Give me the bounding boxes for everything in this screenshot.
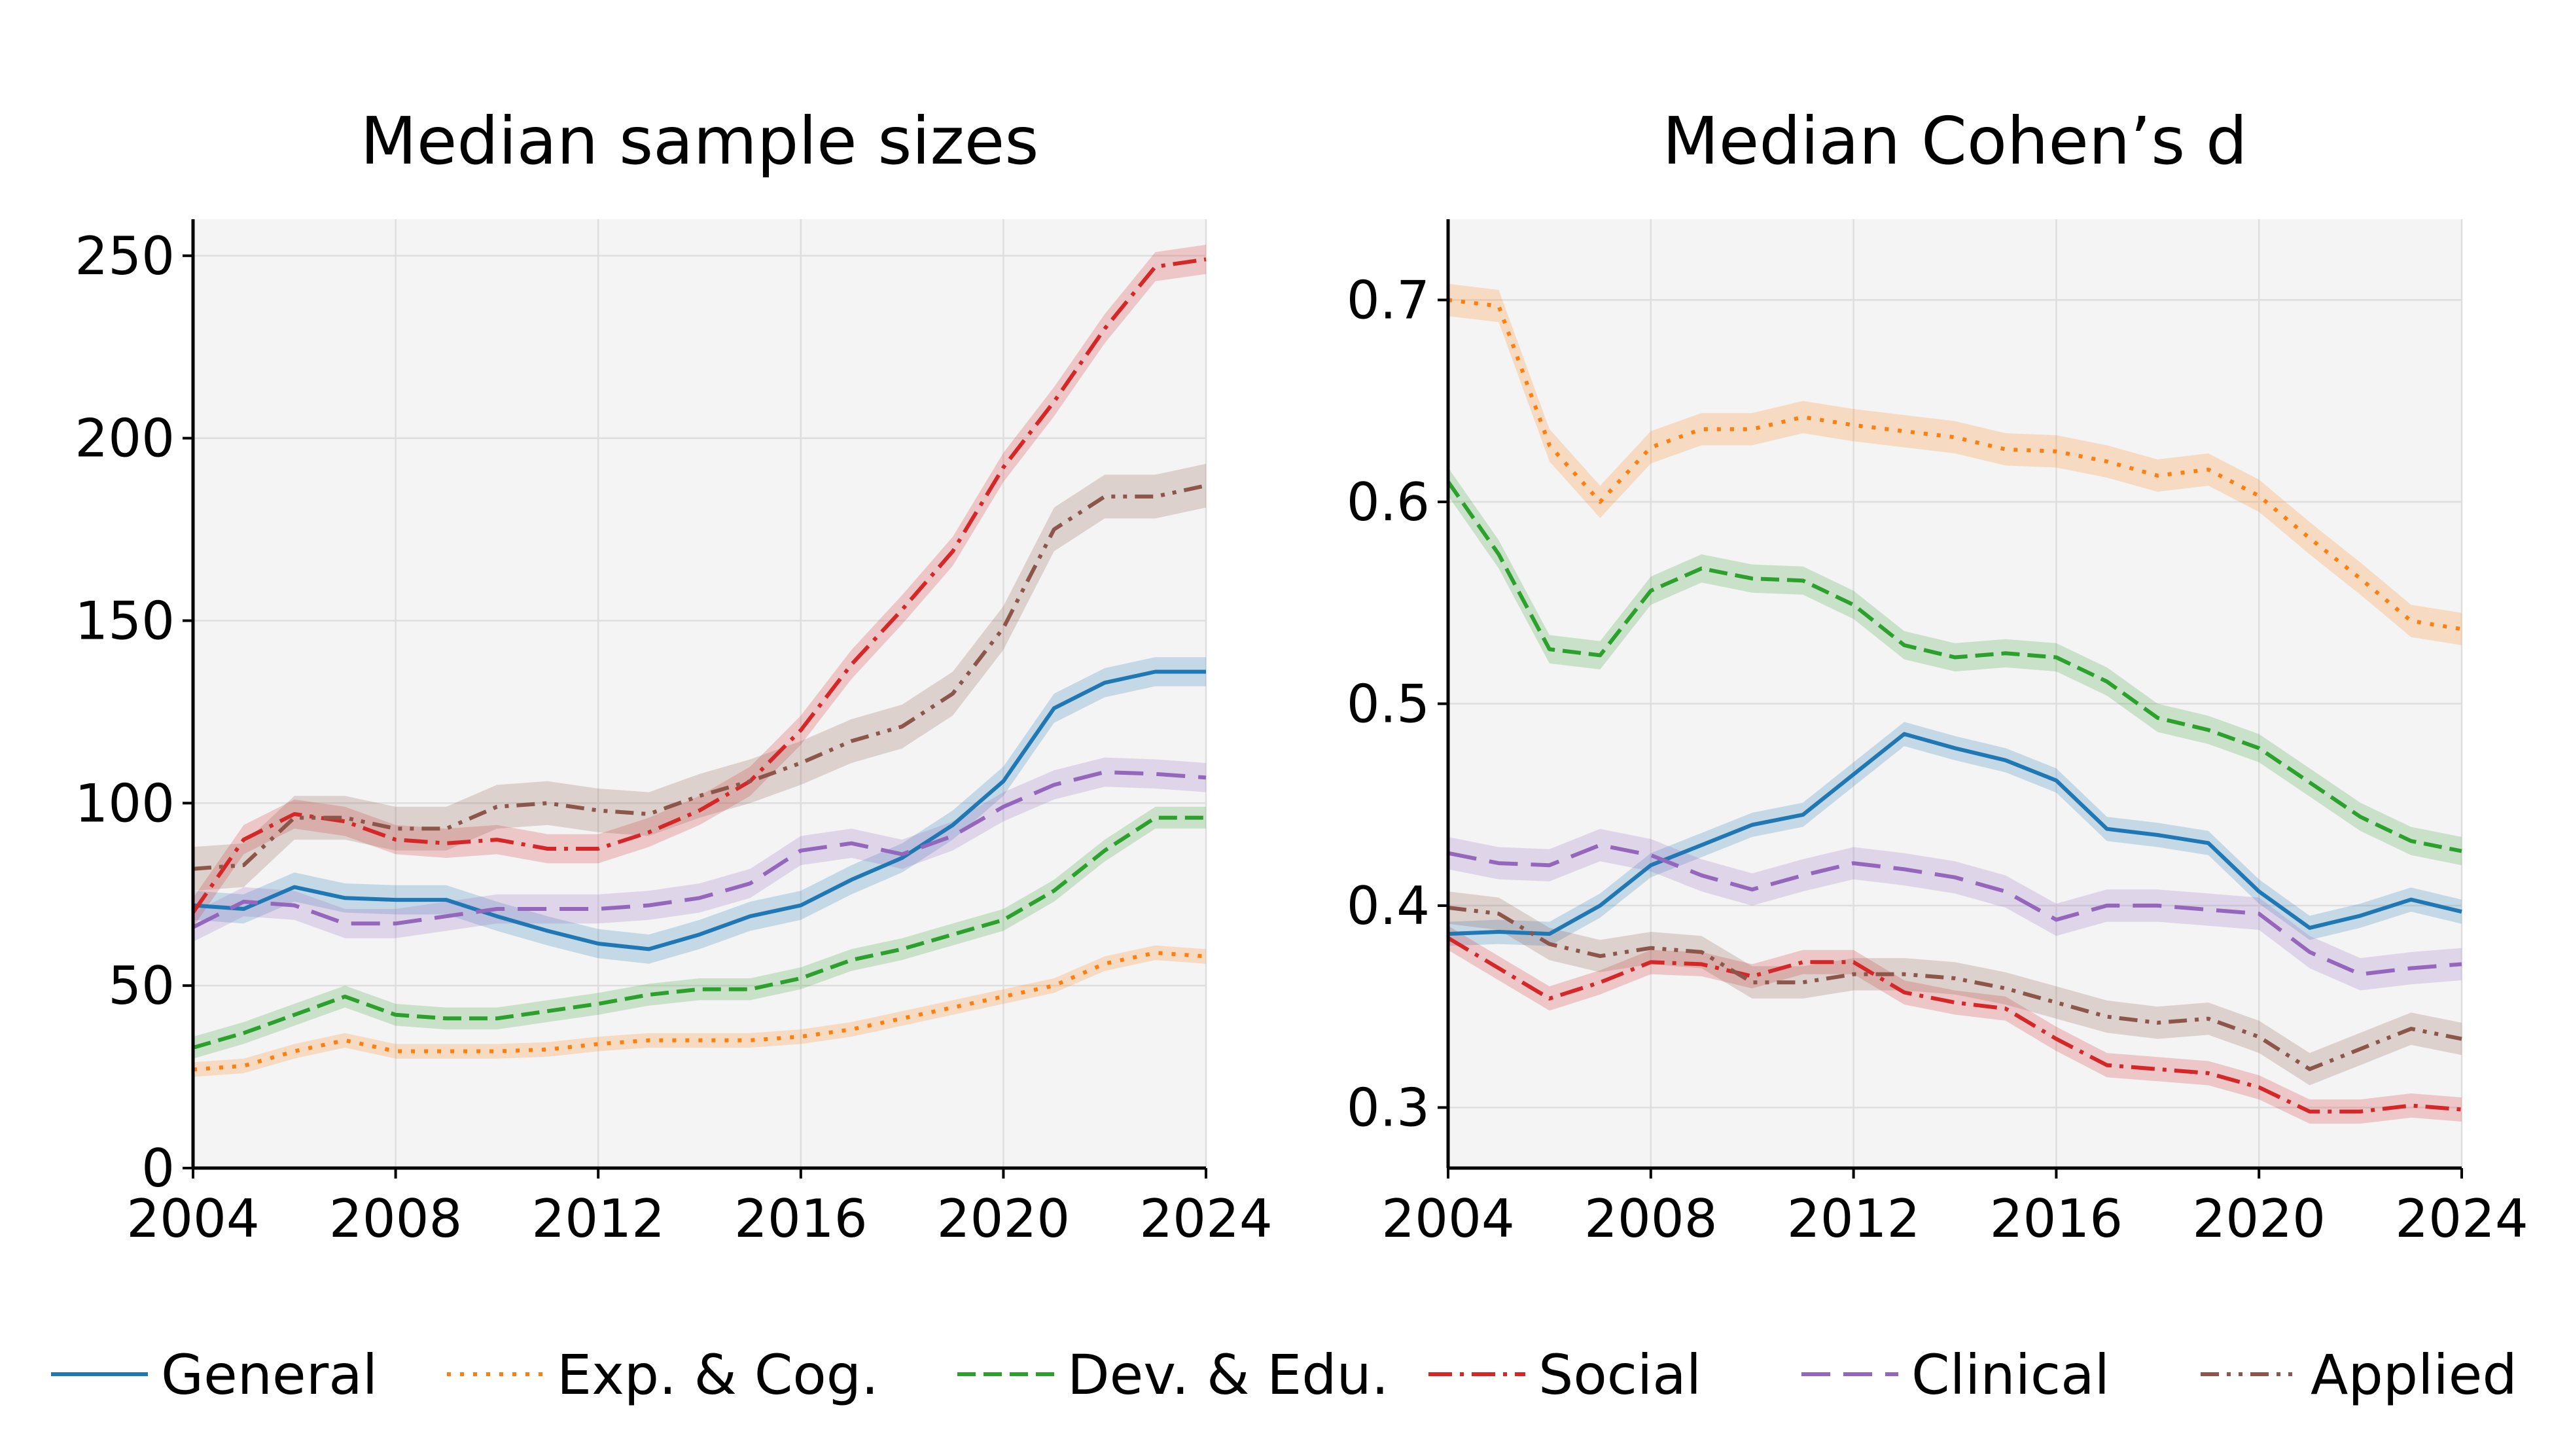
legend-item: Exp. & Cog.: [447, 1343, 879, 1407]
x-tick-label: 2016: [734, 1188, 868, 1249]
legend-label: Dev. & Edu.: [1067, 1343, 1389, 1407]
y-tick-label: 0.5: [1347, 673, 1430, 734]
series-line: [1447, 906, 2462, 1071]
series-line: [1447, 732, 2462, 936]
legend-label: General: [161, 1343, 378, 1407]
y-tick-label: 100: [75, 773, 175, 834]
panel-median-cohens-d: 2004 2008 2012 2016 2020 20240.30.40.50.60.7 …: [1347, 103, 2528, 1249]
tick-labels: 2004 2008 2012 2016 2020 2024 0.3 0.4 0.5 0.6 0.7: [1347, 270, 2528, 1249]
y-tick-label: 0.4: [1347, 876, 1430, 936]
confidence-bands: [193, 245, 1206, 1077]
legend-label: Applied: [2311, 1343, 2517, 1407]
confidence-band: [1448, 722, 2462, 946]
y-tick-label: 250: [75, 226, 175, 287]
x-tick-label: 2016: [1990, 1188, 2123, 1249]
y-tick-label: 0.7: [1347, 270, 1430, 330]
tick-labels: 2004 2008 2012 2016 2020 2024 0 50 100 150 200 250: [75, 226, 1273, 1249]
series-line: [192, 770, 1207, 929]
x-tick-label: 2020: [937, 1188, 1071, 1249]
series-line: [1446, 480, 2462, 853]
legend-item: Clinical: [1801, 1343, 2110, 1407]
x-tick-label: 2012: [1787, 1188, 1921, 1249]
legend-item: Applied: [2201, 1343, 2517, 1407]
x-tick-label: 2024: [1139, 1188, 1273, 1249]
legend-label: Exp. & Cog.: [557, 1343, 879, 1407]
x-tick-label: 2004: [1381, 1188, 1515, 1249]
confidence-band: [193, 945, 1206, 1077]
panel-title: Median sample sizes: [361, 103, 1039, 179]
confidence-band: [1448, 891, 2462, 1086]
legend-item: General: [51, 1343, 378, 1407]
axes: [183, 219, 1207, 1179]
series-lines: [191, 257, 1207, 1072]
series-line: [192, 484, 1207, 871]
y-tick-label: 0.3: [1347, 1077, 1430, 1138]
x-tick-label: 2008: [329, 1188, 463, 1249]
legend-item: Dev. & Edu.: [957, 1343, 1389, 1407]
y-tick-label: 50: [108, 955, 175, 1016]
x-tick-label: 2004: [126, 1188, 260, 1249]
confidence-band: [193, 657, 1206, 964]
confidence-band: [193, 463, 1206, 891]
legend-label: Social: [1538, 1343, 1701, 1407]
y-tick-label: 150: [75, 590, 175, 651]
axes: [1438, 219, 2463, 1179]
series-line: [192, 951, 1207, 1072]
y-tick-label: 0: [141, 1138, 175, 1199]
x-tick-label: 2012: [531, 1188, 665, 1249]
legend: General Exp. & Cog. Dev. & Edu. Social Clini…: [51, 1343, 2517, 1407]
series-line: [1447, 936, 2462, 1114]
legend-item: Social: [1428, 1343, 1701, 1407]
x-tick-label: 2020: [2192, 1188, 2326, 1249]
legend-label: Clinical: [1911, 1343, 2110, 1407]
panel-median-sample-sizes: 2004 2008 2012 2016 2020 2024050100150200250 …: [75, 103, 1273, 1249]
y-tick-label: 200: [75, 408, 175, 469]
plot-area-background: [193, 219, 1206, 1168]
series-line: [192, 669, 1206, 951]
grid-lines: [192, 219, 1207, 1169]
confidence-band: [1448, 828, 2462, 991]
series-line: [191, 257, 1207, 914]
series-line: [1447, 843, 2462, 976]
plot-area-background: [1448, 219, 2462, 1168]
series-line: [192, 815, 1206, 1050]
x-tick-label: 2024: [2395, 1188, 2528, 1249]
series-lines: [1446, 298, 2462, 1114]
panel-title: Median Cohen’s d: [1663, 103, 2248, 179]
confidence-band: [193, 757, 1206, 942]
y-tick-label: 0.6: [1347, 472, 1430, 533]
x-tick-label: 2008: [1584, 1188, 1718, 1249]
